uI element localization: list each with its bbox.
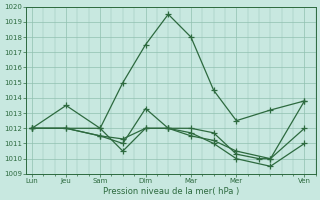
X-axis label: Pression niveau de la mer( hPa ): Pression niveau de la mer( hPa ) bbox=[103, 187, 239, 196]
